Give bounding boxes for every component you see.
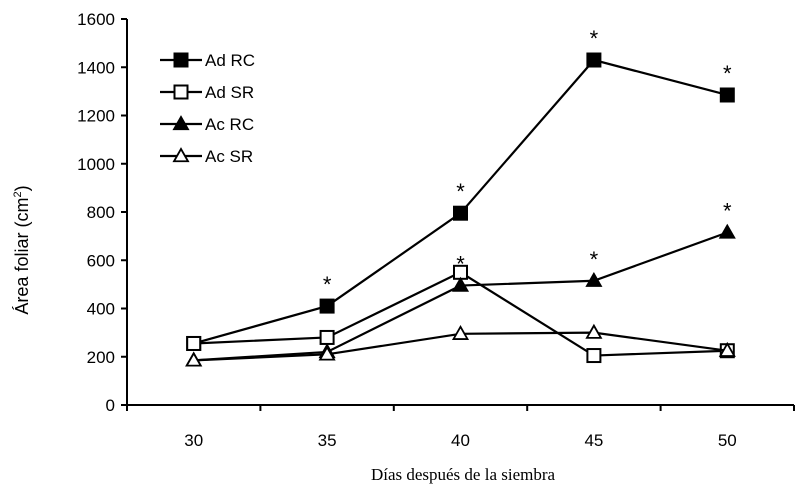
data-point-ad-rc xyxy=(319,298,335,314)
x-tick-label: 40 xyxy=(451,431,470,450)
data-point-ad-sr xyxy=(186,335,202,351)
legend-item-ad-rc: Ad RC xyxy=(160,51,255,70)
x-tick-label: 35 xyxy=(318,431,337,450)
legend: Ad RC Ad SR Ac RC Ac SR xyxy=(160,51,255,166)
data-point-ad-sr xyxy=(319,329,335,345)
significance-asterisk: * xyxy=(456,179,465,204)
y-tick-label: 800 xyxy=(87,203,115,222)
data-point-ac-rc xyxy=(718,223,736,239)
data-point-ad-rc xyxy=(719,87,735,103)
y-tick-label: 1000 xyxy=(77,155,115,174)
significance-asterisk: * xyxy=(723,61,732,86)
legend-marker xyxy=(172,147,190,163)
legend-label: Ad RC xyxy=(205,51,255,70)
y-tick-label: 1200 xyxy=(77,107,115,126)
data-point-ac-sr xyxy=(318,345,336,361)
y-axis-ticks: 0 200 400 600 800 1000 1200 1400 1600 xyxy=(77,10,127,415)
y-axis-label-superscript: 2 xyxy=(12,191,24,197)
series-ac-rc xyxy=(185,223,736,367)
series-ad-sr xyxy=(186,264,735,364)
series-ac-sr xyxy=(185,323,736,367)
x-tick-label: 30 xyxy=(184,431,203,450)
x-tick-label: 45 xyxy=(584,431,603,450)
legend-label: Ac SR xyxy=(205,147,253,166)
legend-item-ad-sr: Ad SR xyxy=(160,83,254,102)
y-axis-label-end: ) xyxy=(12,185,32,191)
y-tick-label: 1400 xyxy=(77,58,115,77)
x-axis-ticks: 30 35 40 45 50 xyxy=(126,405,795,450)
legend-marker xyxy=(172,115,190,131)
data-point-ac-sr xyxy=(185,351,203,367)
y-tick-label: 0 xyxy=(106,396,115,415)
y-tick-label: 1600 xyxy=(77,10,115,29)
legend-item-ac-rc: Ac RC xyxy=(160,115,254,134)
significance-annotations: * * * * * * * xyxy=(323,26,732,297)
legend-item-ac-sr: Ac SR xyxy=(160,147,253,166)
data-point-ac-rc xyxy=(451,276,470,292)
data-point-ac-rc xyxy=(585,271,603,287)
data-point-ad-rc xyxy=(586,52,602,68)
data-point-ad-rc xyxy=(453,205,468,221)
legend-marker xyxy=(173,84,189,100)
significance-asterisk: * xyxy=(723,199,732,224)
data-point-ad-sr xyxy=(586,348,602,364)
significance-asterisk: * xyxy=(323,272,332,297)
y-axis-label-main: Área foliar (cm xyxy=(12,198,32,315)
data-point-ac-sr xyxy=(585,323,603,339)
y-tick-label: 400 xyxy=(87,300,115,319)
significance-asterisk: * xyxy=(590,26,599,51)
y-tick-label: 200 xyxy=(87,348,115,367)
x-axis-label: Días después de la siembra xyxy=(371,465,556,484)
x-tick-label: 50 xyxy=(718,431,737,450)
legend-label: Ad SR xyxy=(205,83,254,102)
y-tick-label: 600 xyxy=(87,251,115,270)
data-point-ac-sr xyxy=(451,325,470,340)
y-axis-label: Área foliar (cm2) xyxy=(12,185,32,314)
significance-asterisk: * xyxy=(590,247,599,272)
series-group xyxy=(185,52,736,367)
legend-marker xyxy=(173,52,189,68)
data-point-ac-sr xyxy=(718,341,736,357)
legend-label: Ac RC xyxy=(205,115,254,134)
significance-asterisk: * xyxy=(456,252,465,277)
